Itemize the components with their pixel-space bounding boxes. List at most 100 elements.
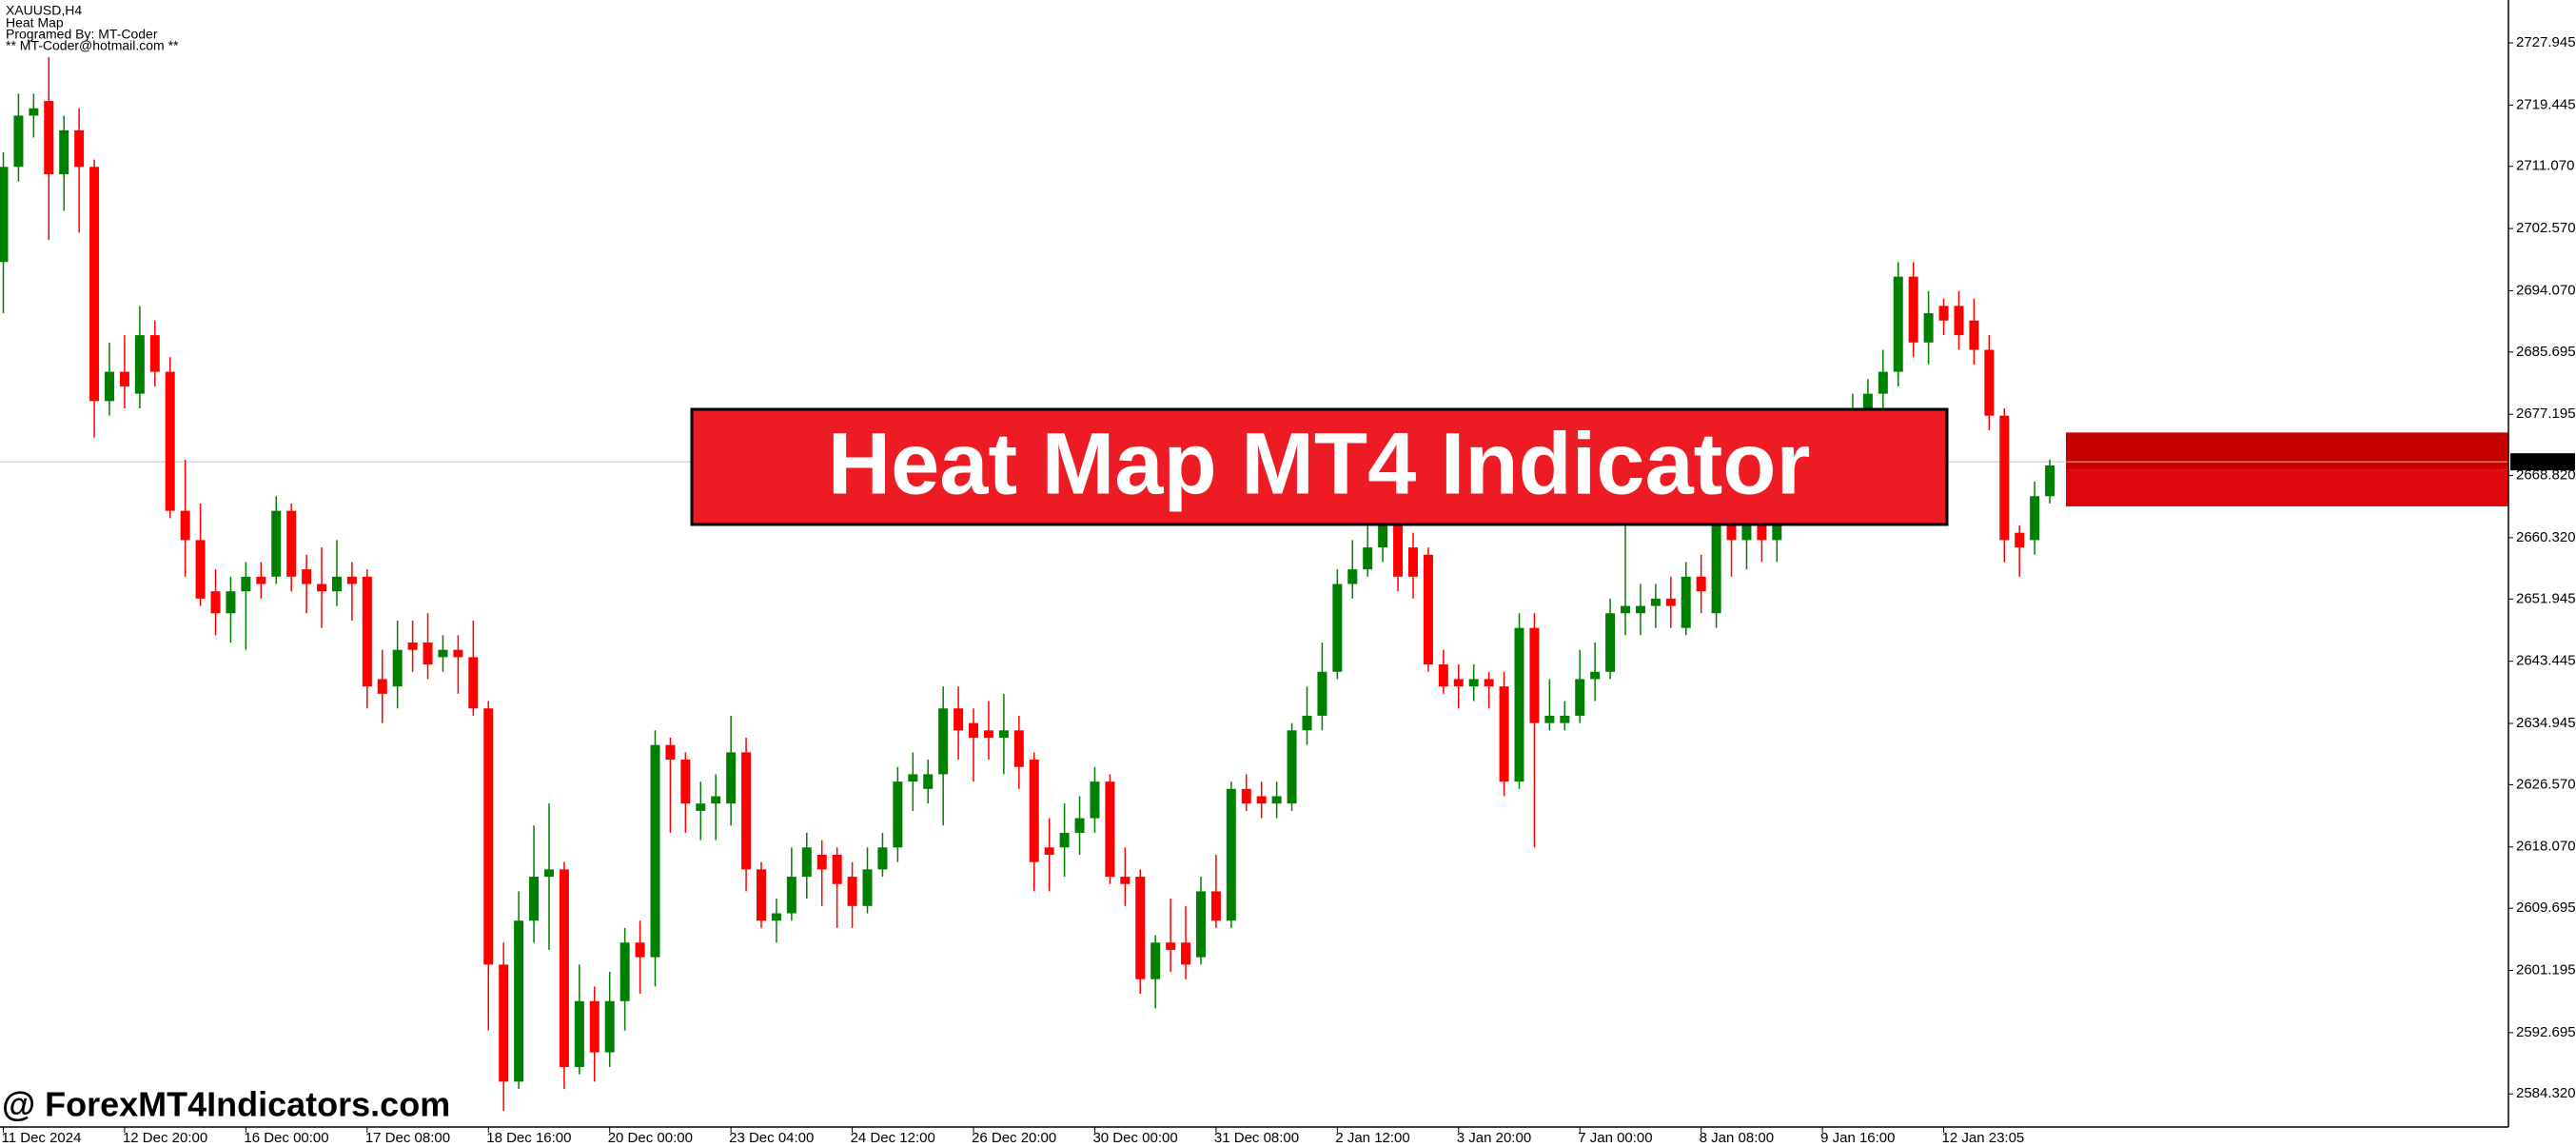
candle-body — [665, 744, 676, 761]
candle-body — [1938, 306, 1949, 321]
candle-body — [423, 643, 433, 665]
x-tick-label: 8 Jan 08:00 — [1700, 1130, 1774, 1146]
candle-body — [1560, 715, 1570, 723]
candle-body — [44, 101, 54, 174]
candle-body — [969, 722, 979, 738]
candle-body — [1923, 313, 1934, 343]
candle-body — [1529, 627, 1540, 723]
candle-body — [1484, 679, 1494, 687]
candle-body — [786, 877, 796, 914]
x-tick-label: 24 Dec 12:00 — [851, 1130, 935, 1146]
y-tick-label: 2592.695 — [2516, 1024, 2576, 1040]
x-tick-label: 12 Jan 23:05 — [1942, 1130, 2025, 1146]
y-tick-label: 2626.570 — [2516, 776, 2576, 792]
heatmap-zone — [2065, 432, 2508, 470]
x-tick-label: 20 Dec 00:00 — [608, 1130, 693, 1146]
candle-body — [377, 679, 387, 694]
candle-body — [1302, 715, 1312, 731]
y-tick-label: 2694.070 — [2516, 282, 2576, 298]
candle-body — [635, 942, 645, 958]
header-line: XAUUSD,H4 — [6, 3, 82, 18]
y-tick-label: 2609.695 — [2516, 900, 2576, 916]
candle-body — [696, 803, 706, 811]
candle-body — [529, 877, 540, 921]
candle-body — [938, 708, 949, 775]
candle-body — [331, 576, 342, 592]
candle-body — [1893, 276, 1903, 372]
candle-body — [1105, 781, 1115, 878]
candle-body — [816, 854, 827, 870]
candle-body — [574, 1000, 584, 1067]
candle-body — [1226, 788, 1236, 921]
x-tick-label: 30 Dec 00:00 — [1092, 1130, 1177, 1146]
candle-body — [1013, 730, 1024, 767]
candle-body — [1635, 605, 1645, 614]
candle-body — [468, 657, 479, 709]
current-price-label: 2670.694 — [2516, 453, 2576, 469]
candle-body — [1120, 877, 1131, 884]
candle-body — [438, 649, 448, 658]
candle-body — [1150, 942, 1161, 979]
candle-body — [893, 781, 903, 848]
x-tick-label: 12 Dec 20:00 — [123, 1130, 207, 1146]
candle-body — [589, 1000, 600, 1053]
candle-body — [1621, 605, 1631, 614]
candle-body — [1332, 583, 1343, 672]
candle-body — [650, 744, 660, 958]
x-tick-label: 17 Dec 08:00 — [365, 1130, 450, 1146]
candle-body — [757, 869, 766, 921]
x-tick-label: 23 Dec 04:00 — [729, 1130, 814, 1146]
candle-body — [1059, 832, 1070, 848]
candle-body — [2045, 465, 2055, 497]
candle-body — [954, 708, 964, 731]
candle-body — [604, 1000, 615, 1053]
candle-body — [1378, 518, 1388, 548]
candle-body — [317, 583, 327, 592]
candle-body — [1181, 942, 1191, 965]
candle-body — [180, 510, 190, 541]
candle-body — [1681, 576, 1691, 628]
candle-body — [877, 847, 888, 870]
candle-body — [362, 576, 372, 687]
candle-body — [483, 708, 494, 965]
candle-body — [1423, 554, 1433, 665]
header-line: Programed By: MT-Coder — [6, 27, 158, 42]
candle-body — [619, 942, 630, 1001]
candle-body — [210, 591, 221, 614]
header-line: Heat Map — [6, 15, 64, 30]
y-tick-label: 2727.945 — [2516, 34, 2576, 50]
candle-body — [1044, 847, 1054, 855]
x-tick-label: 26 Dec 20:00 — [972, 1130, 1056, 1146]
y-tick-label: 2702.570 — [2516, 220, 2576, 236]
candle-body — [514, 920, 524, 1082]
candle-body — [1878, 371, 1888, 394]
candle-body — [1514, 627, 1524, 782]
candle-body — [1135, 877, 1146, 979]
x-tick-label: 18 Dec 16:00 — [486, 1130, 571, 1146]
y-tick-label: 2601.195 — [2516, 961, 2576, 978]
y-tick-label: 2668.820 — [2516, 467, 2576, 484]
candle-body — [862, 869, 873, 906]
y-tick-label: 2643.445 — [2516, 653, 2576, 669]
candle-body — [680, 760, 691, 804]
candle-body — [407, 643, 418, 650]
candle-body — [1772, 518, 1782, 541]
banner — [690, 407, 1949, 526]
candle-body — [1590, 671, 1601, 680]
candle-body — [165, 371, 175, 511]
candle-body — [559, 869, 569, 1067]
candle-body — [1241, 788, 1251, 804]
candle-body — [1650, 598, 1661, 606]
candle-body — [89, 167, 100, 402]
candle-body — [1468, 679, 1479, 687]
x-tick-label: 9 Jan 16:00 — [1820, 1130, 1895, 1146]
candle-body — [1074, 818, 1085, 833]
candle-body — [286, 510, 297, 577]
heatmap-zone — [2065, 469, 2508, 507]
candle-body — [1908, 276, 1918, 343]
y-tick-label: 2719.445 — [2516, 96, 2576, 112]
candle-body — [392, 649, 403, 687]
candle-body — [1757, 518, 1767, 541]
